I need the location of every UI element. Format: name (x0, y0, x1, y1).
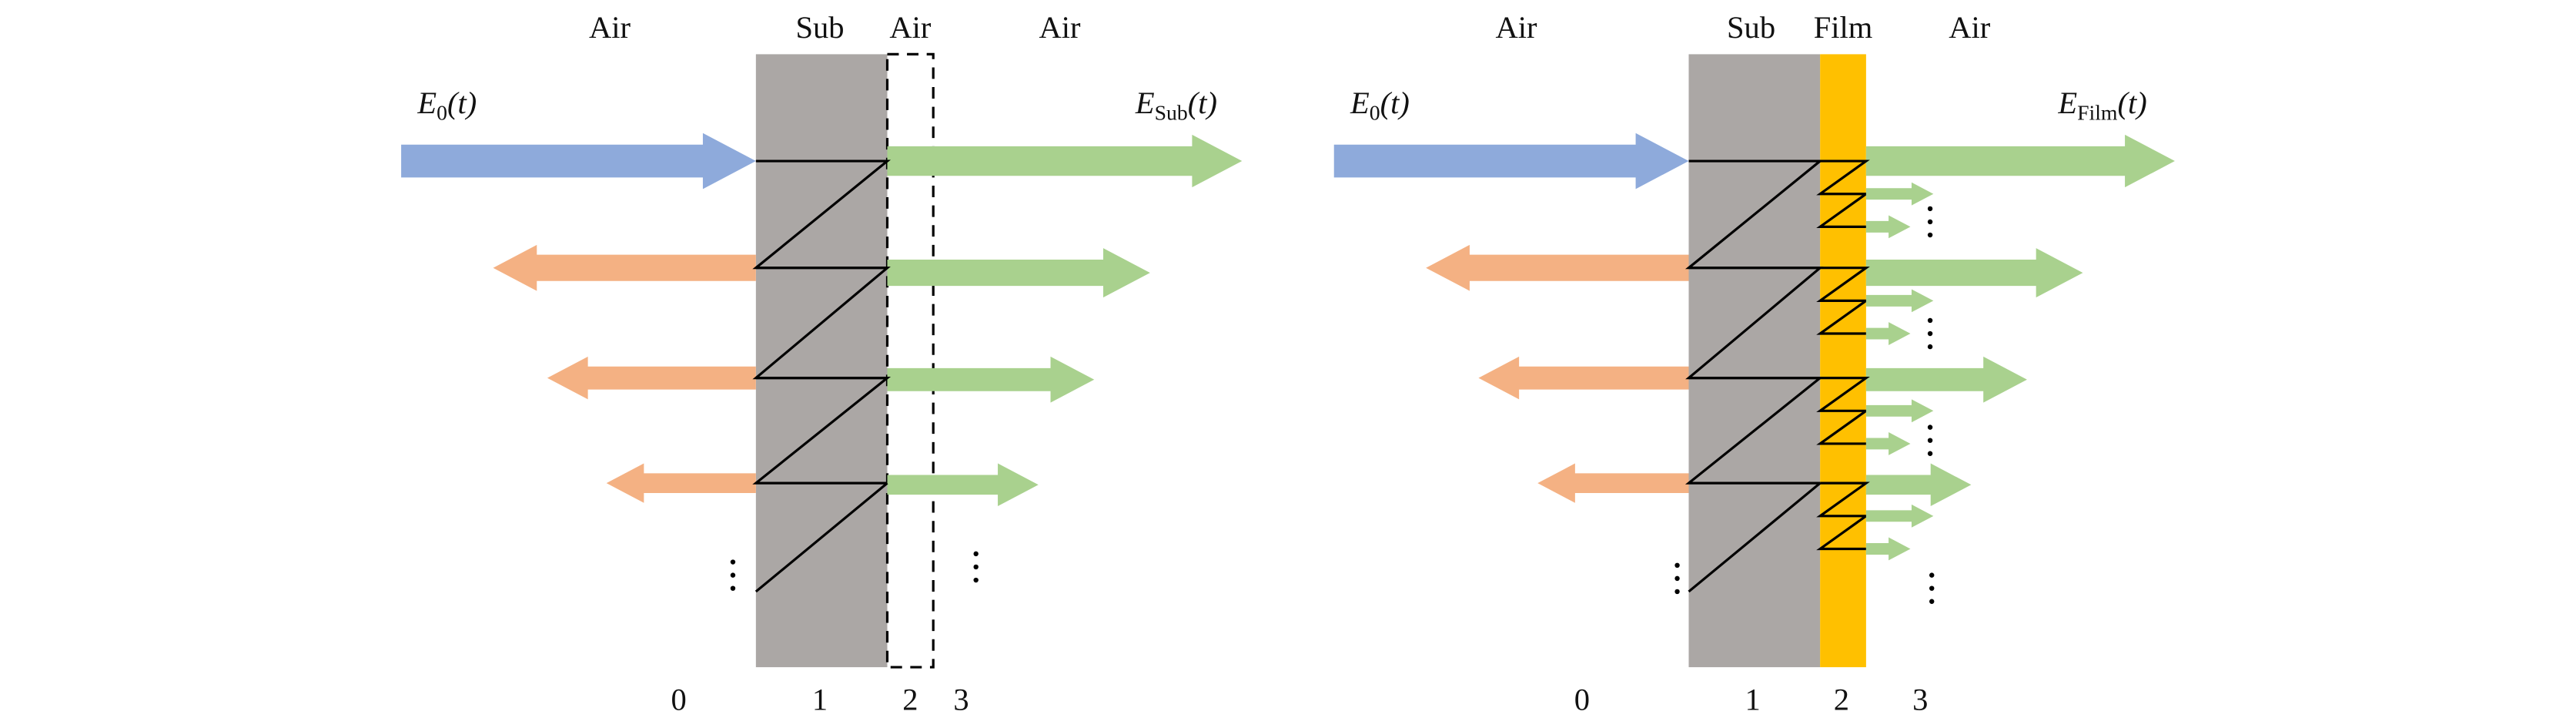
ellipsis-dot (1927, 232, 1933, 238)
field-symbol: E (1135, 86, 1155, 120)
beam-arrow (606, 463, 756, 503)
region-label: Film (1814, 10, 1873, 45)
region-label: Air (1039, 10, 1081, 45)
beam-arrow (1865, 289, 1934, 313)
ellipsis-dot (1674, 589, 1680, 595)
layer-index: 2 (1834, 683, 1849, 717)
beam-arrow (1865, 322, 1911, 345)
ellipsis-dot (1927, 330, 1933, 337)
beam-arrow (1865, 504, 1934, 528)
ellipsis-dot (973, 577, 979, 583)
field-label: ESub(t) (1135, 86, 1217, 125)
field-subscript: Sub (1155, 101, 1188, 125)
ellipsis-dot (730, 585, 736, 591)
field-symbol: E (1350, 86, 1370, 120)
beam-arrow (1865, 537, 1911, 561)
ellipsis-dot (1929, 585, 1935, 591)
field-symbol: E (417, 86, 437, 120)
region-label: Air (589, 10, 631, 45)
beam-arrow (493, 244, 756, 291)
field-argument: (t) (1380, 86, 1410, 120)
region-label: Air (1496, 10, 1538, 45)
region-label: Air (889, 10, 932, 45)
region-label: Sub (796, 10, 845, 45)
ellipsis-dot (973, 551, 979, 557)
ellipsis-dot (1674, 562, 1680, 569)
film-reflections (1816, 267, 1870, 335)
field-label: EFilm(t) (2057, 86, 2146, 125)
ellipsis-dot (1927, 438, 1933, 443)
ray-path (754, 481, 888, 593)
ray-path (752, 377, 892, 485)
region-label: Sub (1727, 10, 1775, 45)
beam-arrow (1865, 182, 1934, 206)
beam-arrow (547, 356, 756, 400)
ellipsis-dot (1927, 424, 1933, 430)
layer-index: 1 (812, 683, 828, 717)
ellipsis-dot (973, 564, 979, 570)
field-label: E0(t) (1350, 86, 1410, 125)
beam-arrow (1478, 356, 1689, 400)
film-reflections (1816, 159, 1870, 228)
beam-arrow (1865, 399, 1934, 423)
layer-index: 3 (1912, 683, 1928, 717)
beam-arrow (1537, 463, 1689, 503)
layer-index: 2 (902, 683, 918, 717)
ellipsis-dot (1927, 317, 1933, 324)
layer-index: 1 (1745, 683, 1761, 717)
beam-arrow (1865, 215, 1911, 239)
ray-path (1684, 377, 1824, 485)
beam-arrow (1426, 244, 1689, 291)
beam-arrow (887, 134, 1243, 188)
air-gap (885, 52, 935, 669)
field-argument: (t) (447, 86, 477, 120)
ellipsis-dot (1929, 599, 1935, 604)
field-argument: (t) (2118, 86, 2147, 120)
ellipsis-dot (1927, 344, 1933, 350)
beam-arrow (401, 133, 756, 190)
ellipsis-dot (730, 572, 736, 578)
ellipsis-dot (1927, 451, 1933, 456)
arrows (401, 133, 2175, 604)
ellipsis-dot (1929, 572, 1935, 578)
beam-arrow (1865, 463, 1972, 507)
field-subscript: 0 (437, 101, 447, 125)
layer-index: 0 (671, 683, 686, 717)
beam-arrow (1865, 432, 1911, 455)
film-reflections (1816, 481, 1870, 551)
beam-arrow (887, 356, 1095, 403)
field-label: E0(t) (417, 86, 477, 125)
ellipsis-dot (730, 559, 736, 565)
beam-arrow (887, 463, 1039, 507)
ray-path (1688, 481, 1822, 593)
layer-index: 0 (1574, 683, 1590, 717)
ellipsis-dot (1674, 575, 1680, 582)
beam-arrow (1333, 133, 1689, 190)
field-argument: (t) (1188, 86, 1217, 120)
film-reflections (1816, 377, 1870, 445)
field-symbol: E (2057, 86, 2077, 120)
layer-index: 3 (953, 683, 969, 717)
region-label: Air (1949, 10, 1991, 45)
beam-arrow (1865, 134, 2175, 188)
film (1820, 54, 1866, 668)
beam-arrow (1865, 356, 2027, 403)
field-subscript: 0 (1370, 101, 1380, 125)
beam-arrow (1865, 248, 2083, 298)
ellipsis-dot (1927, 206, 1933, 212)
field-subscript: Film (2077, 101, 2118, 125)
ellipsis-dot (1927, 219, 1933, 225)
beam-arrow (887, 248, 1150, 298)
